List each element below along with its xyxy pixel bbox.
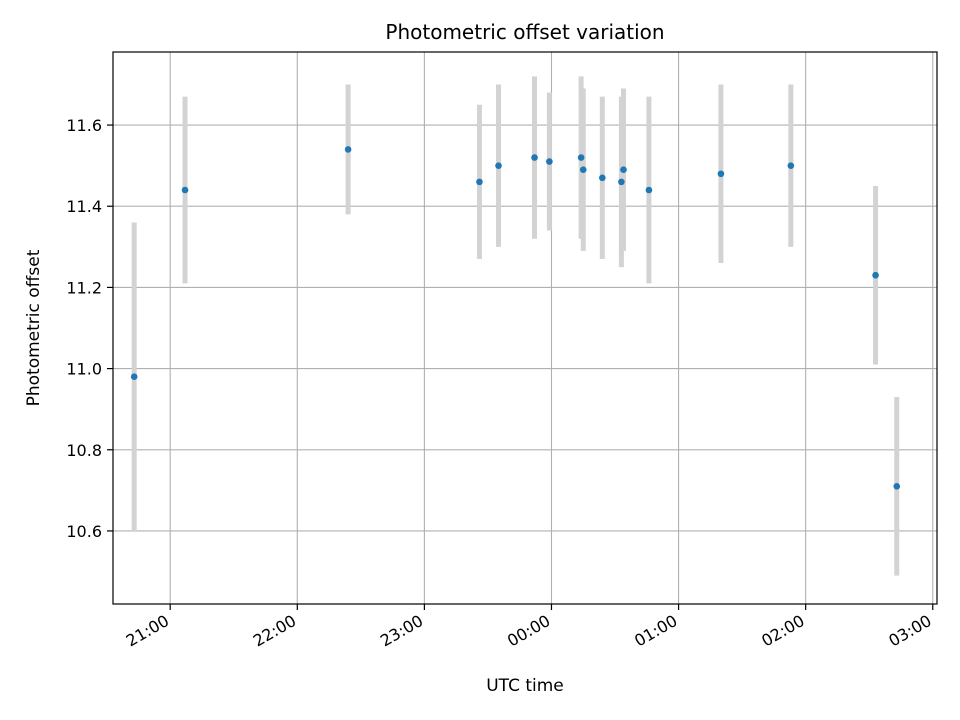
y-tick-label: 11.6	[66, 116, 102, 135]
data-point	[495, 162, 502, 169]
data-point	[618, 178, 625, 186]
grid	[113, 52, 937, 604]
y-axis-label: Photometric offset	[24, 249, 44, 406]
data-point	[181, 186, 189, 194]
data-points	[130, 146, 901, 490]
y-tick-label: 11.2	[66, 278, 102, 297]
data-point	[344, 146, 352, 153]
chart-title: Photometric offset variation	[385, 20, 664, 44]
data-point	[717, 170, 725, 178]
data-point	[893, 482, 901, 490]
data-point	[546, 158, 553, 165]
data-point	[872, 271, 879, 279]
data-point	[645, 186, 653, 194]
y-tick-label: 10.8	[66, 441, 102, 460]
data-point	[787, 162, 795, 169]
data-point	[620, 166, 627, 174]
data-point	[476, 178, 483, 186]
x-axis-label: UTC time	[486, 676, 564, 696]
y-axis-ticks: 10.6 10.8 11.0 11.2 11.4 11.6	[66, 116, 113, 541]
data-point	[577, 154, 585, 161]
data-point	[531, 154, 538, 161]
y-tick-label: 11.4	[66, 197, 102, 216]
y-tick-label: 11.0	[66, 360, 102, 379]
data-point	[599, 174, 606, 182]
plot-frame	[112, 51, 938, 605]
data-point	[579, 166, 587, 174]
data-point	[130, 373, 138, 381]
y-tick-label: 10.6	[66, 522, 102, 541]
